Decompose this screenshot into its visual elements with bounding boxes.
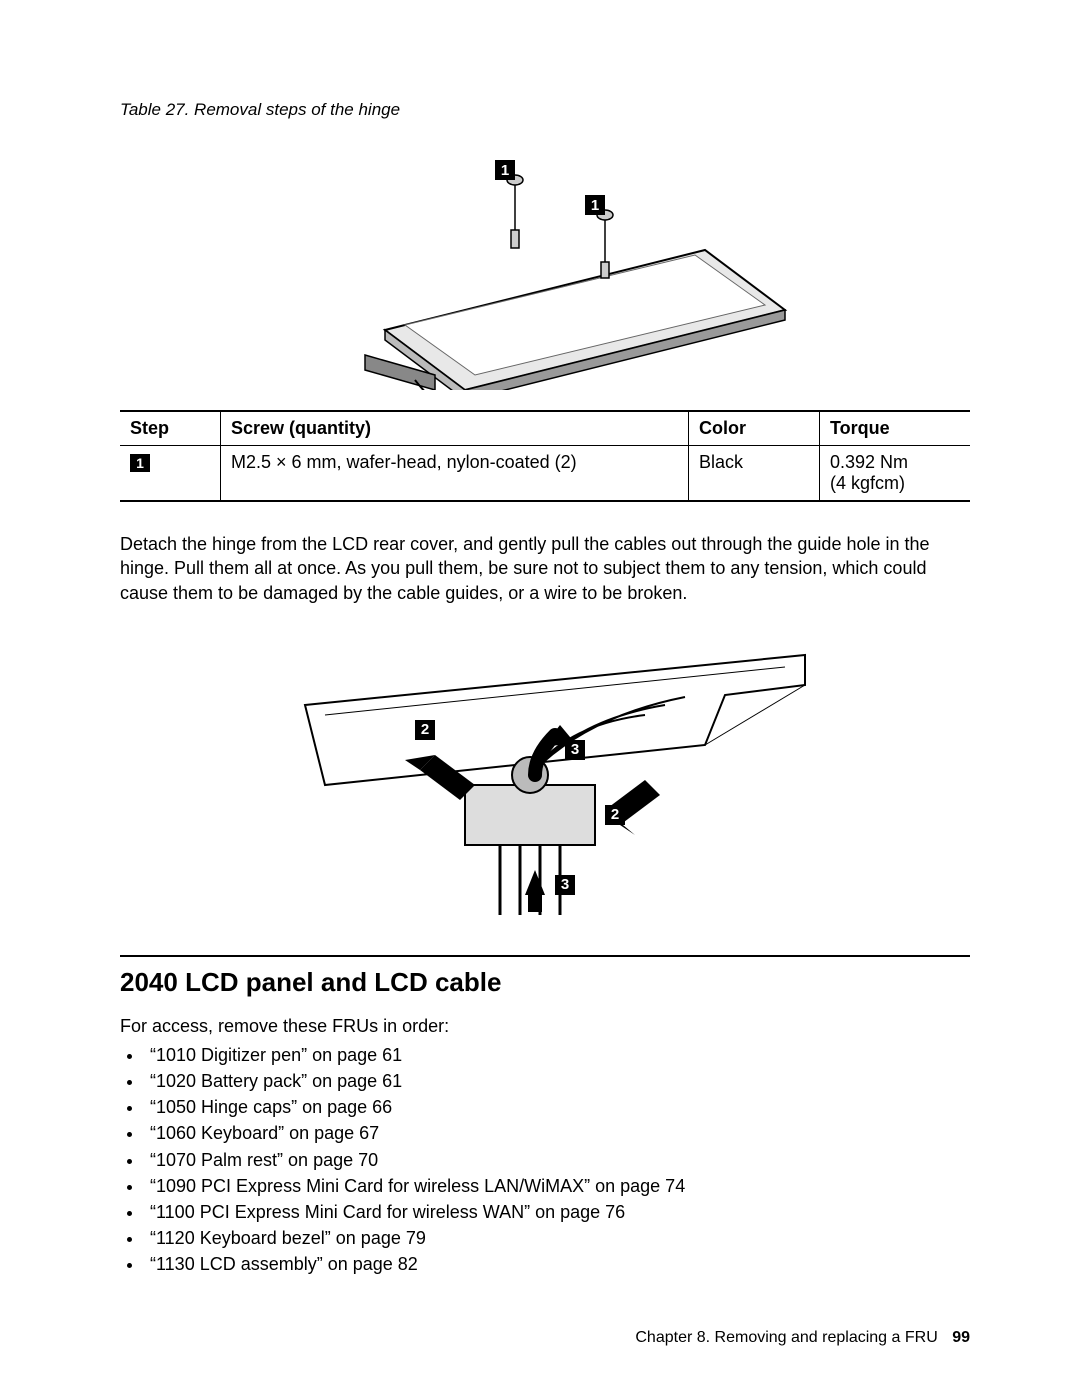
callout-3b: 3	[555, 875, 575, 895]
callout-3a: 3	[565, 740, 585, 760]
callout-1b: 1	[585, 195, 605, 215]
page-container: Table 27. Removal steps of the hinge	[0, 0, 1080, 1397]
list-item: “1020 Battery pack” on page 61	[144, 1068, 970, 1094]
list-item: “1130 LCD assembly” on page 82	[144, 1251, 970, 1277]
col-color: Color	[689, 411, 820, 446]
fru-intro: For access, remove these FRUs in order:	[120, 1014, 970, 1038]
list-item: “1050 Hinge caps” on page 66	[144, 1094, 970, 1120]
callout-2b: 2	[605, 805, 625, 825]
list-item: “1060 Keyboard” on page 67	[144, 1120, 970, 1146]
section-divider	[120, 955, 970, 957]
torque-nm: 0.392 Nm	[830, 452, 908, 472]
instruction-paragraph: Detach the hinge from the LCD rear cover…	[120, 532, 970, 605]
footer-page-number: 99	[952, 1329, 970, 1346]
cell-color: Black	[689, 446, 820, 502]
torque-kgfcm: (4 kgfcm)	[830, 473, 905, 493]
section-heading: 2040 LCD panel and LCD cable	[120, 967, 970, 998]
list-item: “1010 Digitizer pen” on page 61	[144, 1042, 970, 1068]
figure-hinge-removal: 1 1	[265, 130, 825, 390]
step-badge: 1	[130, 454, 150, 472]
fru-list: “1010 Digitizer pen” on page 61 “1020 Ba…	[120, 1042, 970, 1277]
page-footer: Chapter 8. Removing and replacing a FRU …	[635, 1329, 970, 1347]
col-screw: Screw (quantity)	[221, 411, 689, 446]
footer-chapter: Chapter 8. Removing and replacing a FRU	[635, 1329, 937, 1346]
table-caption: Table 27. Removal steps of the hinge	[120, 100, 970, 120]
figure-hinge-detach: 2 3 2 3	[265, 625, 825, 925]
col-step: Step	[120, 411, 221, 446]
hinge-diagram-icon	[265, 130, 825, 390]
list-item: “1100 PCI Express Mini Card for wireless…	[144, 1199, 970, 1225]
col-torque: Torque	[820, 411, 971, 446]
list-item: “1120 Keyboard bezel” on page 79	[144, 1225, 970, 1251]
table-row: 1 M2.5 × 6 mm, wafer-head, nylon-coated …	[120, 446, 970, 502]
list-item: “1090 PCI Express Mini Card for wireless…	[144, 1173, 970, 1199]
callout-2a: 2	[415, 720, 435, 740]
table-header-row: Step Screw (quantity) Color Torque	[120, 411, 970, 446]
cell-torque: 0.392 Nm (4 kgfcm)	[820, 446, 971, 502]
callout-1a: 1	[495, 160, 515, 180]
list-item: “1070 Palm rest” on page 70	[144, 1147, 970, 1173]
screw-table: Step Screw (quantity) Color Torque 1 M2.…	[120, 410, 970, 502]
hinge-detach-icon	[265, 625, 825, 925]
cell-screw: M2.5 × 6 mm, wafer-head, nylon-coated (2…	[221, 446, 689, 502]
